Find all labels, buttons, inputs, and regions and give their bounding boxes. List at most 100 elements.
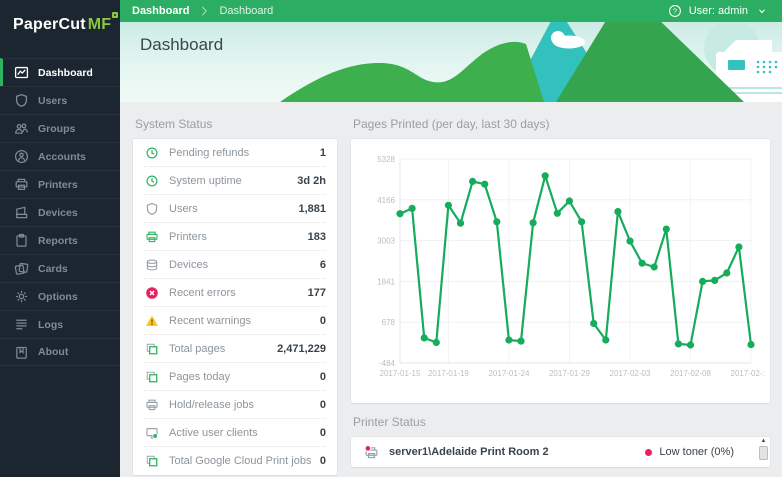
status-row: Users 1,881 [144, 195, 326, 223]
sidebar-item-label: Reports [38, 234, 78, 247]
devices-icon [13, 205, 29, 221]
status-row: Pending refunds 1 [144, 139, 326, 167]
sidebar-item-label: Dashboard [38, 66, 93, 79]
pages-icon [144, 453, 160, 469]
system-status-list: Pending refunds 1 System uptime 3d 2h Users 1… [133, 139, 337, 475]
status-row-value: 2,471,229 [277, 342, 326, 355]
status-row: Total pages 2,471,229 [144, 335, 326, 363]
page-title: Dashboard [140, 35, 224, 54]
scroll-up-icon[interactable]: ▲ [760, 438, 767, 444]
main-area: Dashboard Dashboard ? User: admin [120, 0, 782, 477]
status-row-label: Hold/release jobs [169, 398, 254, 411]
status-row-label: Pending refunds [169, 146, 250, 159]
sidebar-item-label: Printers [38, 178, 78, 191]
status-row-value: 0 [319, 370, 326, 383]
sidebar-item-label: Options [38, 290, 78, 303]
sidebar-item-devices[interactable]: Devices [0, 198, 120, 226]
printer-icon [144, 397, 160, 413]
sidebar: PaperCut MF Dashboard Users Groups Accounts P… [0, 0, 120, 477]
svg-text:2017-01-29: 2017-01-29 [549, 369, 590, 378]
status-row: Hold/release jobs 0 [144, 391, 326, 419]
about-icon [13, 344, 29, 360]
status-row-label: Users [169, 202, 198, 215]
status-row: Printers 183 [144, 223, 326, 251]
sidebar-item-logs[interactable]: Logs [0, 310, 120, 338]
sidebar-item-label: Devices [38, 206, 78, 219]
shield-icon [144, 201, 160, 217]
printer-status-row[interactable]: server1\Adelaide Print Room 2 Low toner (… [351, 437, 770, 467]
system-status-title: System Status [135, 117, 213, 131]
printer-list-scrollbar[interactable]: ▲ [758, 438, 769, 460]
status-row-value: 0 [319, 455, 326, 467]
sidebar-item-printers[interactable]: Printers [0, 170, 120, 198]
breadcrumb-root[interactable]: Dashboard [132, 5, 190, 17]
help-icon[interactable]: ? [667, 3, 683, 19]
reports-icon [13, 233, 29, 249]
sidebar-item-label: Users [38, 94, 68, 107]
stack-icon [144, 257, 160, 273]
printer-status-title: Printer Status [353, 415, 426, 429]
status-row: Active user clients 0 [144, 419, 326, 447]
pages-printed-panel: 2017-01-15 2017-01-19 2017-01-24 2017-01-29… [351, 139, 772, 403]
status-row-value: 3d 2h [297, 174, 326, 187]
sidebar-item-accounts[interactable]: Accounts [0, 142, 120, 170]
sidebar-item-label: About [38, 346, 69, 358]
status-row: Recent errors 177 [144, 279, 326, 307]
status-row-label: Total pages [169, 342, 226, 355]
status-row-value: 0 [319, 426, 326, 439]
logs-icon [13, 317, 29, 333]
cards-icon [13, 261, 29, 277]
pages-icon [144, 341, 160, 357]
status-row: Devices 6 [144, 251, 326, 279]
status-row: System uptime 3d 2h [144, 167, 326, 195]
sidebar-item-cards[interactable]: Cards [0, 254, 120, 282]
scrollbar-thumb[interactable] [759, 446, 768, 460]
sidebar-item-reports[interactable]: Reports [0, 226, 120, 254]
status-row: Pages today 0 [144, 363, 326, 391]
svg-text:2017-02-13: 2017-02-13 [731, 369, 764, 378]
breadcrumb-chevron-icon [196, 3, 212, 19]
sidebar-item-label: Cards [38, 262, 68, 275]
status-row-label: System uptime [169, 174, 242, 187]
svg-text:2017-02-08: 2017-02-08 [670, 369, 711, 378]
printers-icon [13, 177, 29, 193]
logo-mf: MF [87, 16, 112, 33]
sidebar-item-users[interactable]: Users [0, 86, 120, 114]
sidebar-item-about[interactable]: About [0, 338, 120, 366]
breadcrumb-page: Dashboard [219, 5, 274, 17]
dashboard-icon [13, 65, 29, 81]
sidebar-nav: Dashboard Users Groups Accounts Printers Devi… [0, 58, 120, 366]
pages-icon [144, 369, 160, 385]
status-row-label: Devices [169, 258, 209, 271]
status-row-label: Recent errors [169, 286, 236, 299]
svg-text:?: ? [673, 7, 677, 16]
sidebar-item-dashboard[interactable]: Dashboard [0, 58, 120, 86]
sidebar-item-label: Accounts [38, 150, 86, 163]
chevron-down-icon [754, 3, 770, 19]
low-toner-dot-icon [645, 448, 653, 456]
status-row-value: 1,881 [298, 202, 326, 215]
status-row-label: Pages today [169, 370, 231, 383]
printer-status-label: Low toner (0%) [659, 446, 734, 458]
status-row-label: Total Google Cloud Print jobs [169, 455, 312, 467]
svg-text:4166: 4166 [377, 196, 395, 205]
printer-status-rows: server1\Adelaide Print Room 2 Low toner (… [351, 437, 770, 467]
svg-text:2017-01-24: 2017-01-24 [488, 369, 529, 378]
printer-alert-icon [363, 444, 379, 460]
page-header: Dashboard [120, 22, 782, 102]
accounts-icon [13, 149, 29, 165]
printer-name: server1\Adelaide Print Room 2 [389, 446, 549, 458]
client-icon [144, 425, 160, 441]
status-row-label: Printers [169, 230, 207, 243]
status-row-label: Recent warnings [169, 314, 251, 327]
sidebar-item-options[interactable]: Options [0, 282, 120, 310]
pages-printed-chart: 2017-01-15 2017-01-19 2017-01-24 2017-01-29… [377, 155, 772, 378]
sidebar-item-groups[interactable]: Groups [0, 114, 120, 142]
printer-state: Low toner (0%) [645, 446, 734, 458]
groups-icon [13, 121, 29, 137]
status-row-label: Active user clients [169, 426, 258, 439]
user-menu[interactable]: ? User: admin [667, 3, 770, 19]
status-row-value: 177 [307, 286, 326, 299]
svg-text:-484: -484 [379, 359, 396, 368]
